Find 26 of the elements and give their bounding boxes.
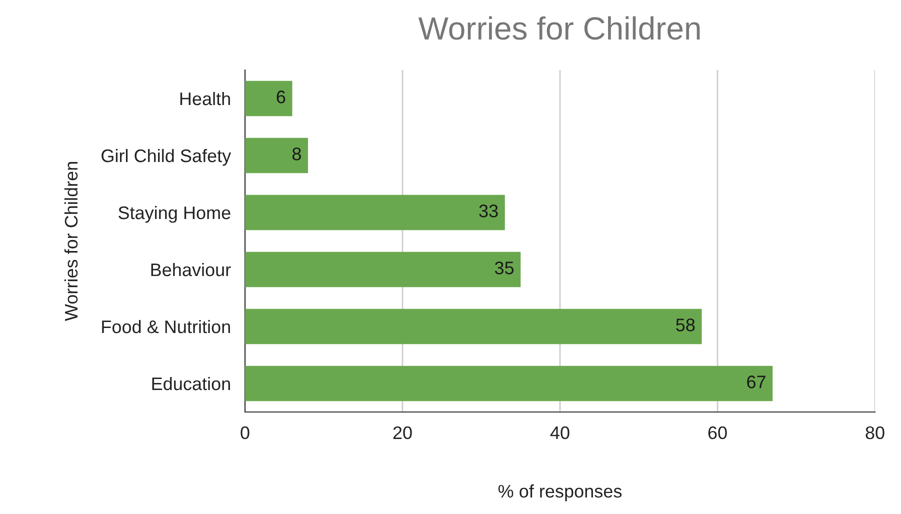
bar	[245, 80, 292, 116]
data-label: 6	[276, 90, 286, 104]
data-label: 35	[494, 262, 514, 274]
bar	[245, 138, 308, 174]
data-label: 33	[479, 204, 498, 218]
y-tick-label: Behaviour	[151, 262, 231, 276]
bar	[245, 366, 773, 402]
x-tick-label: 20	[393, 426, 412, 440]
data-label: 8	[292, 148, 301, 160]
x-tick-label: 40	[550, 426, 570, 440]
x-tick-label: 0	[240, 426, 250, 440]
y-tick-label: Girl Child Safety	[102, 148, 232, 166]
chart-title: Worries for Children	[418, 16, 700, 40]
y-tick-label: Staying Home	[118, 206, 230, 223]
bar	[245, 252, 521, 288]
bar	[245, 308, 702, 344]
x-tick-label: 60	[708, 426, 727, 440]
y-tick-label: Food & Nutrition	[102, 320, 230, 334]
y-axis-title: Worries for Children	[64, 162, 78, 322]
x-axis-title: % of responses	[498, 484, 622, 502]
y-tick-label: Health	[180, 92, 230, 106]
x-tick-label: 80	[866, 426, 884, 440]
data-label: 58	[676, 318, 695, 332]
data-label: 67	[747, 376, 766, 388]
bar	[245, 194, 505, 230]
y-tick-label: Education	[152, 376, 230, 390]
